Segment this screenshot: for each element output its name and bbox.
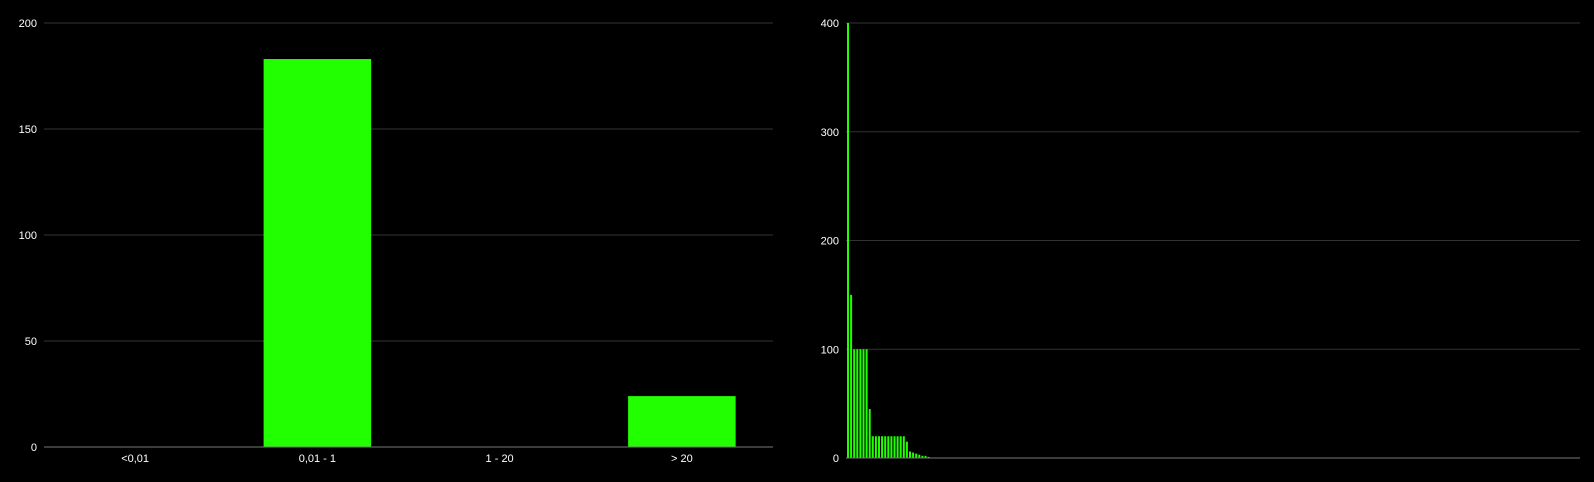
bar — [263, 59, 372, 447]
bar — [850, 294, 853, 458]
y-tick-label: 300 — [821, 127, 839, 139]
bar — [874, 436, 877, 458]
bar — [893, 436, 896, 458]
bar — [896, 436, 899, 458]
bar — [905, 441, 908, 458]
bar — [890, 436, 893, 458]
y-tick-label: 150 — [19, 124, 37, 136]
y-tick-label: 100 — [19, 230, 37, 242]
bar — [859, 349, 862, 458]
y-tick-label: 100 — [821, 344, 839, 356]
bar — [856, 349, 859, 458]
y-tick-label: 200 — [821, 236, 839, 248]
y-tick-label: 0 — [833, 453, 839, 465]
y-tick-label: 200 — [19, 18, 37, 30]
bar — [881, 436, 884, 458]
x-tick-label: 0,01 - 1 — [299, 453, 336, 465]
value-histogram-chart: 0 100 200 300 400 — [821, 18, 1580, 465]
bar — [887, 436, 890, 458]
bar — [847, 23, 849, 458]
bar — [628, 396, 736, 447]
bar — [902, 436, 905, 458]
x-tick-label: 1 - 20 — [486, 453, 514, 465]
bar — [853, 349, 856, 458]
bar — [924, 455, 927, 458]
bar — [878, 436, 880, 458]
bar — [927, 456, 930, 458]
bar — [865, 349, 868, 458]
x-tick-label: > 20 — [671, 453, 693, 465]
bar — [912, 452, 915, 458]
y-tick-label: 400 — [821, 18, 839, 30]
bar — [918, 454, 921, 458]
bar — [899, 436, 902, 458]
y-tick-label: 50 — [25, 336, 37, 348]
bar — [871, 436, 874, 458]
x-tick-label: <0,01 — [121, 453, 149, 465]
bar — [915, 453, 918, 458]
bar — [862, 349, 865, 458]
bar — [909, 451, 911, 458]
bar — [868, 409, 871, 458]
range-distribution-chart: 0 50 100 150 200 <0,01 0,01 - 1 1 - 20 > 20 — [19, 18, 773, 465]
bar — [884, 436, 887, 458]
bar — [921, 455, 924, 458]
y-tick-label: 0 — [31, 442, 37, 454]
